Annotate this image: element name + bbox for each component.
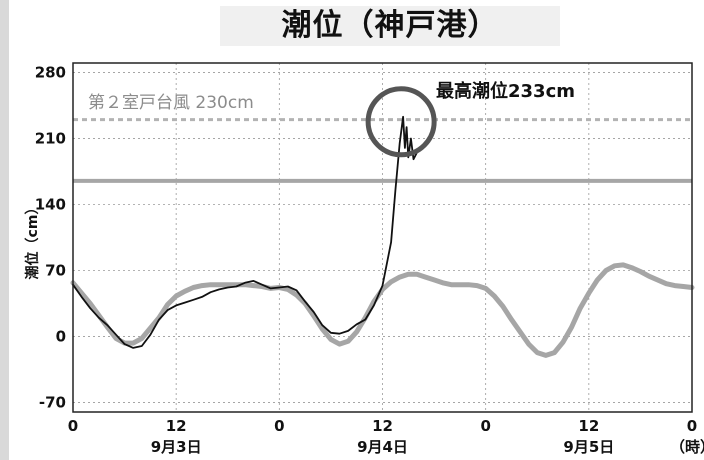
x-tick-labels: 0 12 0 12 0 12 0 xyxy=(68,417,697,435)
chart-title: 潮位（神戸港） xyxy=(220,6,560,46)
date-label: 9月4日 xyxy=(357,438,408,456)
x-tick-label: 12 xyxy=(166,417,187,435)
y-tick-label: 210 xyxy=(35,129,66,147)
plot-border xyxy=(72,62,693,413)
grid xyxy=(72,63,693,412)
x-tick-label: 12 xyxy=(372,417,393,435)
x-tick-label: 12 xyxy=(578,417,599,435)
y-axis-label: 潮位（cm） xyxy=(24,201,41,280)
typhoon-reference-label: 第２室戸台風 230cm xyxy=(88,93,254,113)
y-tick-label: 140 xyxy=(35,195,66,213)
x-tick-label: 0 xyxy=(687,417,697,435)
x-tick-label: 0 xyxy=(274,417,284,435)
x-tick-label: 0 xyxy=(480,417,490,435)
date-label: 9月3日 xyxy=(151,438,202,456)
y-tick-label: 70 xyxy=(45,262,66,280)
observed-tide-line xyxy=(72,115,418,349)
y-tick-label: 0 xyxy=(56,328,66,346)
max-tide-label: 最高潮位233cm xyxy=(436,80,575,102)
series-layer xyxy=(70,115,695,358)
astronomical-tide-line xyxy=(70,262,695,358)
left-edge-strip xyxy=(0,0,9,460)
y-tick-label: 280 xyxy=(35,63,66,81)
date-labels: 9月3日 9月4日 9月5日 xyxy=(151,438,615,456)
max-tide-circle xyxy=(365,86,437,158)
reference-lines xyxy=(73,118,692,183)
x-tick-label: 0 xyxy=(68,417,78,435)
y-tick-labels: 280 210 140 70 0 -70 xyxy=(35,63,66,411)
date-label: 9月5日 xyxy=(563,438,614,456)
x-axis-unit: （時） xyxy=(670,438,704,456)
y-tick-label: -70 xyxy=(39,394,66,412)
